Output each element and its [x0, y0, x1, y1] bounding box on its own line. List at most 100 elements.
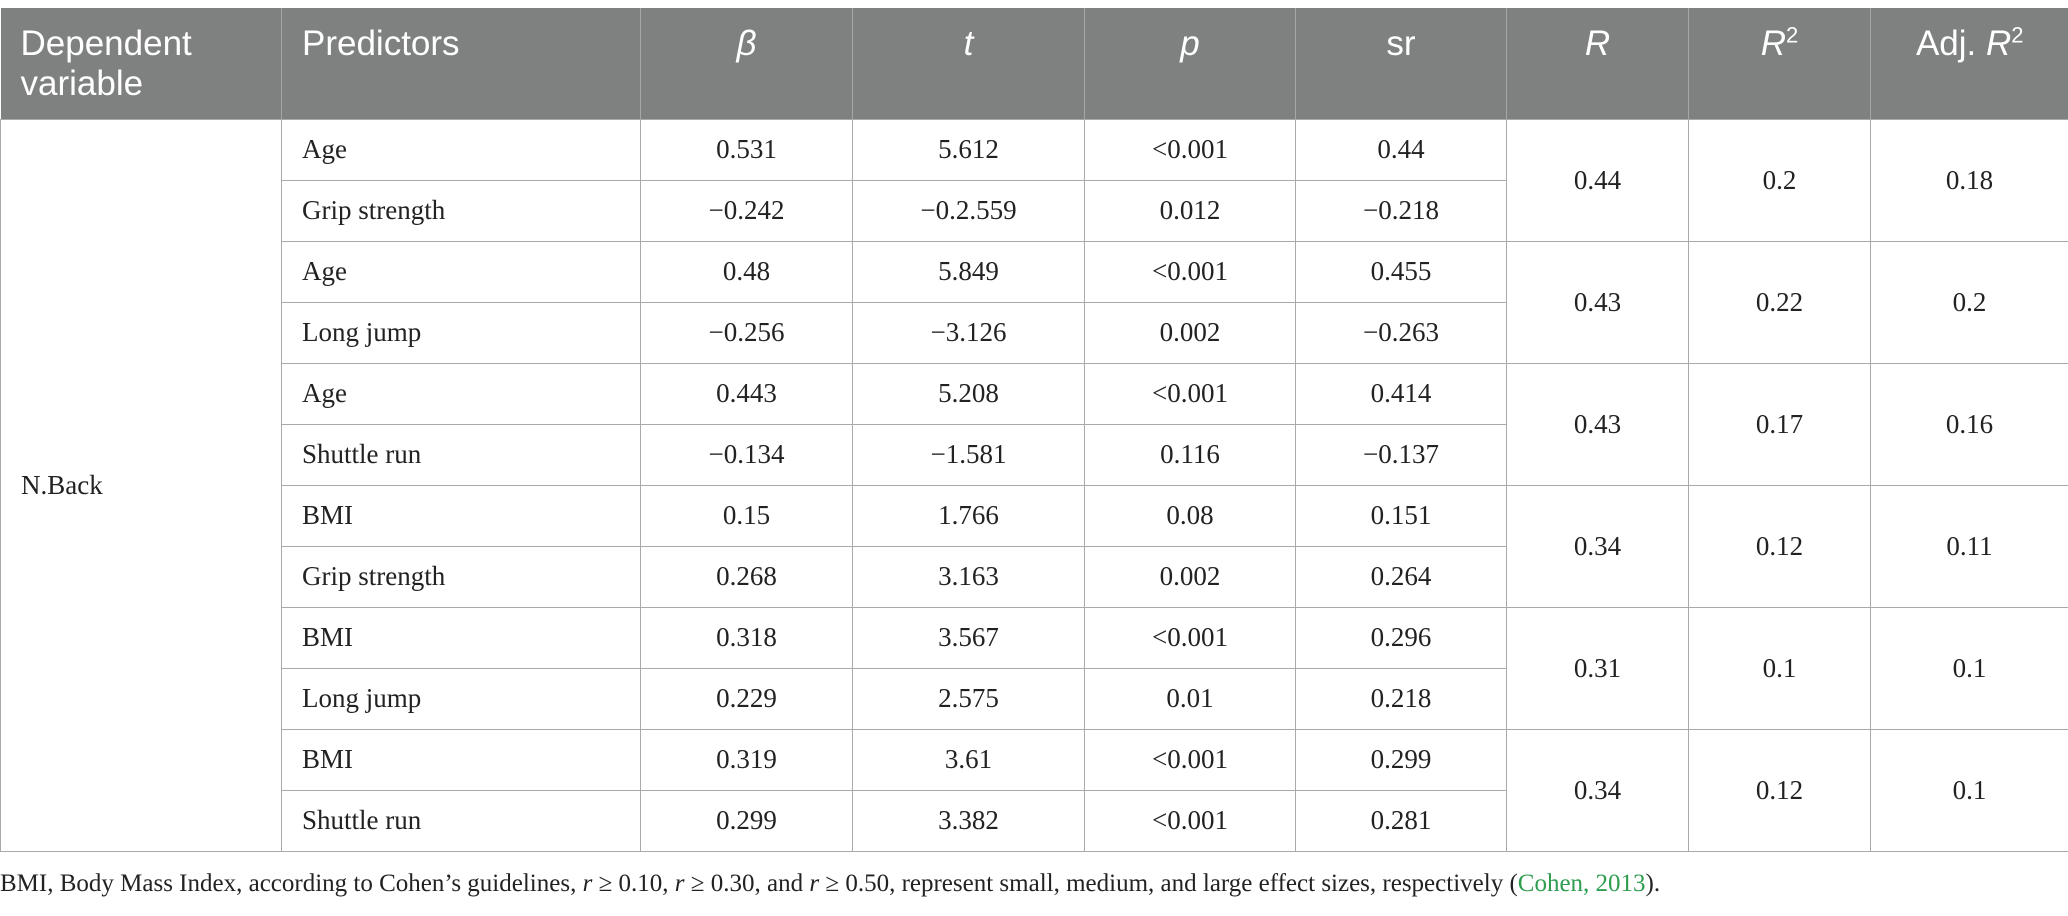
sr-cell: 0.264: [1295, 545, 1507, 608]
model-R2-cell: 0.22: [1688, 240, 1871, 364]
footnote-text-5: ).: [1645, 870, 1661, 897]
beta-cell: 0.15: [640, 484, 853, 547]
sr-cell: 0.455: [1295, 240, 1507, 303]
predictor-cell: BMI: [281, 606, 641, 669]
footnote-r-3: r: [809, 870, 820, 897]
header-R2: R2: [1688, 8, 1871, 119]
predictor-cell: Grip strength: [281, 545, 641, 608]
t-cell: 5.208: [852, 362, 1085, 425]
header-p: p: [1084, 8, 1296, 119]
beta-cell: 0.268: [640, 545, 853, 608]
table-row: Shuttle run 0.299 3.382 <0.001 0.281: [1, 789, 2068, 852]
footnote-r-2: r: [674, 870, 685, 897]
footnote-text-4: ≥ 0.50, represent small, medium, and lar…: [819, 870, 1518, 897]
p-cell: 0.01: [1084, 667, 1296, 730]
header-t-label: t: [963, 24, 974, 63]
citation-link[interactable]: Cohen, 2013: [1517, 870, 1646, 897]
table-row: Age 0.443 5.208 <0.001 0.414 0.43 0.17 0.16: [1, 362, 2068, 486]
predictor-cell: BMI: [281, 484, 641, 547]
header-adj-R2: Adj. R2: [1870, 8, 2068, 119]
model-R-cell: 0.34: [1506, 728, 1689, 852]
beta-cell: 0.443: [640, 362, 853, 425]
model-R2-cell: 0.12: [1688, 484, 1871, 608]
header-p-label: p: [1180, 24, 1200, 63]
header-row: Dependent variable Predictors β t p sr R…: [0, 8, 2068, 119]
table-row: N.Back Age 0.531 5.612 <0.001 0.44 0.44 0.2 0.18: [0, 118, 2068, 852]
p-cell: 0.002: [1084, 301, 1296, 364]
regression-table-container: Dependent variable Predictors β t p sr R…: [0, 8, 2068, 852]
header-R2-base: R: [1760, 24, 1787, 63]
predictor-cell: Age: [281, 362, 641, 425]
beta-cell: −0.134: [640, 423, 853, 486]
t-cell: 2.575: [852, 667, 1085, 730]
header-adj-prefix: Adj.: [1915, 24, 1986, 63]
table-row: Long jump −0.256 −3.126 0.002 −0.263: [1, 301, 2068, 364]
table-row: BMI 0.15 1.766 0.08 0.151 0.34 0.12 0.11: [1, 484, 2068, 608]
sr-cell: 0.296: [1295, 606, 1507, 669]
regression-table: Dependent variable Predictors β t p sr R…: [0, 8, 2068, 852]
t-cell: 5.849: [852, 240, 1085, 303]
sr-cell: 0.44: [1295, 118, 1507, 181]
model-R2-cell: 0.12: [1688, 728, 1871, 852]
predictor-cell: Grip strength: [281, 179, 641, 242]
table-row: BMI 0.319 3.61 <0.001 0.299 0.34 0.12 0.1: [1, 728, 2068, 852]
sr-cell: 0.218: [1295, 667, 1507, 730]
dependent-variable-cell: N.Back: [0, 118, 282, 852]
model-R2-cell: 0.2: [1688, 118, 1871, 242]
beta-cell: 0.229: [640, 667, 853, 730]
beta-cell: 0.531: [640, 118, 853, 181]
p-cell: <0.001: [1084, 118, 1296, 181]
predictor-cell: Shuttle run: [281, 789, 641, 852]
model-R-cell: 0.43: [1506, 240, 1689, 364]
t-cell: 5.612: [852, 118, 1085, 181]
header-R2-sup: 2: [1786, 22, 1799, 48]
beta-cell: −0.242: [640, 179, 853, 242]
sr-cell: −0.263: [1295, 301, 1507, 364]
t-cell: −0.2.559: [852, 179, 1085, 242]
p-cell: <0.001: [1084, 789, 1296, 852]
t-cell: 3.163: [852, 545, 1085, 608]
model-R-cell: 0.34: [1506, 484, 1689, 608]
predictor-cell: BMI: [281, 728, 641, 791]
table-footnote: BMI, Body Mass Index, according to Cohen…: [0, 868, 2068, 900]
header-t: t: [852, 8, 1085, 119]
t-cell: −1.581: [852, 423, 1085, 486]
beta-cell: 0.318: [640, 606, 853, 669]
sr-cell: 0.281: [1295, 789, 1507, 852]
beta-cell: 0.299: [640, 789, 853, 852]
predictor-cell: Long jump: [281, 667, 641, 730]
model-R-cell: 0.44: [1506, 118, 1689, 242]
table-row: Long jump 0.229 2.575 0.01 0.218: [1, 667, 2068, 730]
model-R2-cell: 0.17: [1688, 362, 1871, 486]
p-cell: 0.116: [1084, 423, 1296, 486]
t-cell: 3.567: [852, 606, 1085, 669]
predictor-cell: Age: [281, 118, 641, 181]
footnote-text-2: ≥ 0.10,: [592, 870, 675, 897]
footnote-text-1: BMI, Body Mass Index, according to Cohen…: [0, 870, 583, 897]
p-cell: <0.001: [1084, 362, 1296, 425]
t-cell: 3.61: [852, 728, 1085, 791]
beta-cell: 0.48: [640, 240, 853, 303]
model-R-cell: 0.43: [1506, 362, 1689, 486]
sr-cell: 0.414: [1295, 362, 1507, 425]
header-predictors: Predictors: [281, 8, 641, 119]
table-body: N.Back Age 0.531 5.612 <0.001 0.44 0.44 0.2 0.18…: [0, 118, 2068, 852]
table-row: BMI 0.318 3.567 <0.001 0.296 0.31 0.1 0.1: [1, 606, 2068, 730]
header-adj-sup: 2: [2011, 22, 2024, 48]
table-row: Age 0.48 5.849 <0.001 0.455 0.43 0.22 0.2: [1, 240, 2068, 364]
t-cell: 3.382: [852, 789, 1085, 852]
t-cell: −3.126: [852, 301, 1085, 364]
header-dependent-variable: Dependent variable: [0, 8, 282, 119]
model-adjR2-cell: 0.2: [1870, 240, 2068, 364]
sr-cell: 0.151: [1295, 484, 1507, 547]
model-adjR2-cell: 0.11: [1870, 484, 2068, 608]
predictor-cell: Age: [281, 240, 641, 303]
table-row: Grip strength 0.268 3.163 0.002 0.264: [1, 545, 2068, 608]
footnote-r-1: r: [582, 870, 593, 897]
model-adjR2-cell: 0.16: [1870, 362, 2068, 486]
p-cell: 0.012: [1084, 179, 1296, 242]
predictor-cell: Long jump: [281, 301, 641, 364]
beta-cell: 0.319: [640, 728, 853, 791]
sr-cell: 0.299: [1295, 728, 1507, 791]
p-cell: <0.001: [1084, 240, 1296, 303]
